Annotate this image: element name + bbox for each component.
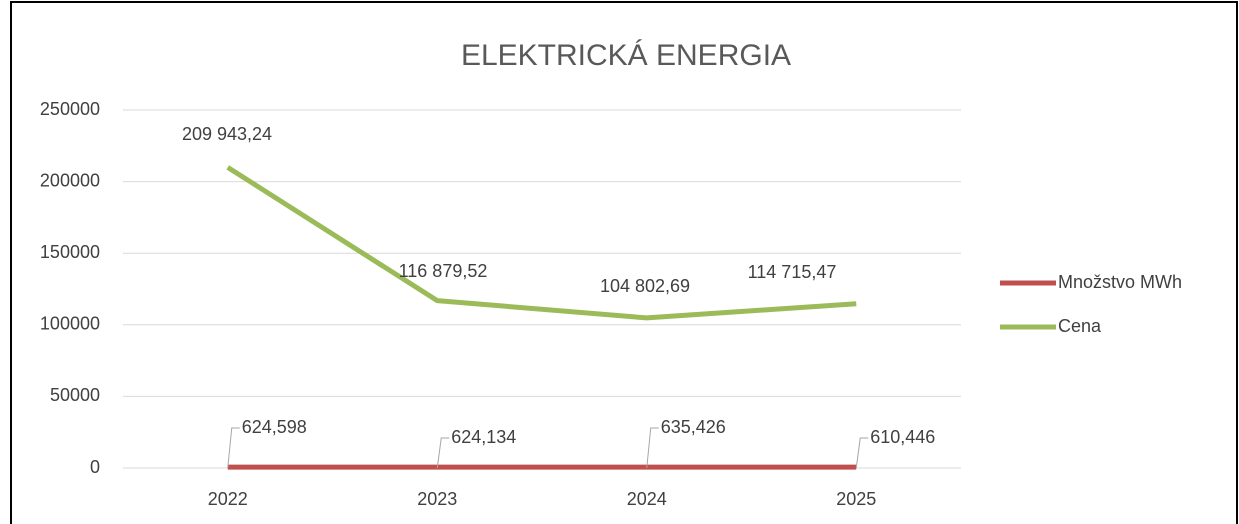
y-tick-label: 100000 xyxy=(40,314,100,334)
leader-line xyxy=(855,437,869,469)
data-label: 635,426 xyxy=(661,417,726,437)
x-tick-label: 2023 xyxy=(417,489,457,509)
y-tick-label: 250000 xyxy=(40,99,100,119)
x-tick-label: 2022 xyxy=(208,489,248,509)
x-tick-label: 2024 xyxy=(627,489,667,509)
y-tick-label: 200000 xyxy=(40,170,100,190)
chart-title: ELEKTRICKÁ ENERGIA xyxy=(461,39,791,72)
data-label: 624,134 xyxy=(451,427,516,447)
y-tick-label: 50000 xyxy=(50,385,100,405)
data-label: 610,446 xyxy=(870,427,935,447)
chart-frame xyxy=(10,1,1238,524)
series-line xyxy=(226,165,857,321)
y-tick-label: 150000 xyxy=(40,242,100,262)
y-tick-label: 0 xyxy=(90,457,100,477)
data-label: 104 802,69 xyxy=(600,276,690,296)
leader-line xyxy=(646,427,659,469)
legend-label: Množstvo MWh xyxy=(1058,272,1182,292)
x-tick-label: 2025 xyxy=(836,489,876,509)
data-label: 209 943,24 xyxy=(182,124,272,144)
leader-line xyxy=(436,437,450,469)
legend-label: Cena xyxy=(1058,316,1102,336)
leader-line xyxy=(227,427,240,469)
data-label: 116 879,52 xyxy=(399,261,488,281)
data-label: 114 715,47 xyxy=(748,262,837,282)
data-label: 624,598 xyxy=(242,417,307,437)
